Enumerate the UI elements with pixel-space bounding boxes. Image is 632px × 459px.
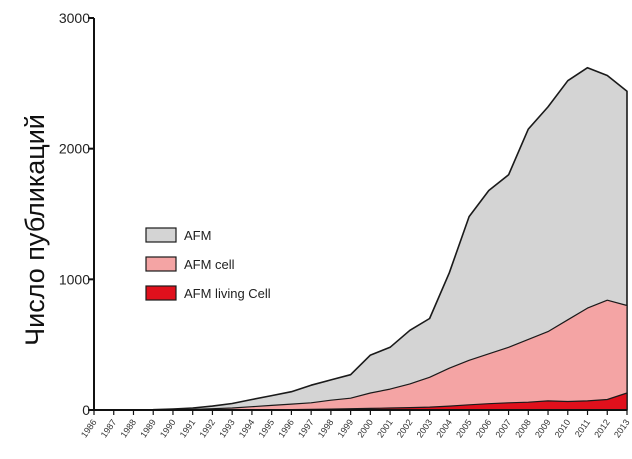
y-ticks: 0 1000 2000 3000	[59, 10, 94, 418]
legend: AFM AFM cell AFM living Cell	[145, 227, 271, 301]
legend-swatch	[145, 227, 177, 243]
x-tick-label: 2010	[553, 417, 573, 439]
x-tick-label: 1989	[138, 417, 158, 439]
legend-label: AFM living Cell	[184, 286, 271, 301]
x-tick-label: 1993	[217, 417, 237, 439]
x-tick-label: 2007	[494, 417, 514, 439]
legend-swatch	[145, 256, 177, 272]
x-tick-label: 2008	[513, 417, 533, 439]
x-tick-label: 2003	[415, 417, 435, 439]
x-tick-label: 1991	[178, 417, 198, 439]
x-tick-label: 1999	[336, 417, 356, 439]
x-tick-label: 2006	[474, 417, 494, 439]
x-tick-label: 1990	[158, 417, 178, 439]
x-tick-label: 1997	[296, 417, 316, 439]
y-tick-label: 3000	[59, 10, 90, 26]
y-axis-label: Число публикаций	[20, 114, 50, 346]
x-tick-label: 1996	[276, 417, 296, 439]
y-tick-label: 1000	[59, 271, 90, 287]
x-tick-label: 1998	[316, 417, 336, 439]
legend-swatch	[145, 285, 177, 301]
x-tick-label: 1986	[79, 417, 99, 439]
x-tick-label: 1992	[197, 417, 217, 439]
x-tick-label: 2000	[355, 417, 375, 439]
x-tick-label: 1994	[237, 417, 257, 439]
axes	[93, 18, 627, 411]
legend-label: AFM	[184, 228, 211, 243]
x-tick-label: 2001	[375, 417, 395, 439]
x-tick-label: 1995	[257, 417, 277, 439]
x-tick-label: 2009	[533, 417, 553, 439]
x-tick-label: 2012	[592, 417, 612, 439]
y-tick-label: 0	[82, 402, 90, 418]
y-tick-label: 2000	[59, 141, 90, 157]
x-ticks: 1986 1987 1988 1989 1990 1991 1992 1993 1994 1995…	[79, 410, 632, 440]
x-tick-label: 2011	[573, 417, 592, 439]
x-tick-label: 2002	[395, 417, 415, 439]
x-tick-label: 1987	[99, 417, 119, 439]
x-tick-label: 2013	[612, 417, 632, 439]
x-tick-label: 2004	[434, 417, 454, 439]
area-afm	[93, 66, 628, 411]
legend-label: AFM cell	[184, 257, 235, 272]
x-tick-label: 1988	[118, 417, 138, 439]
x-tick-label: 2005	[454, 417, 474, 439]
